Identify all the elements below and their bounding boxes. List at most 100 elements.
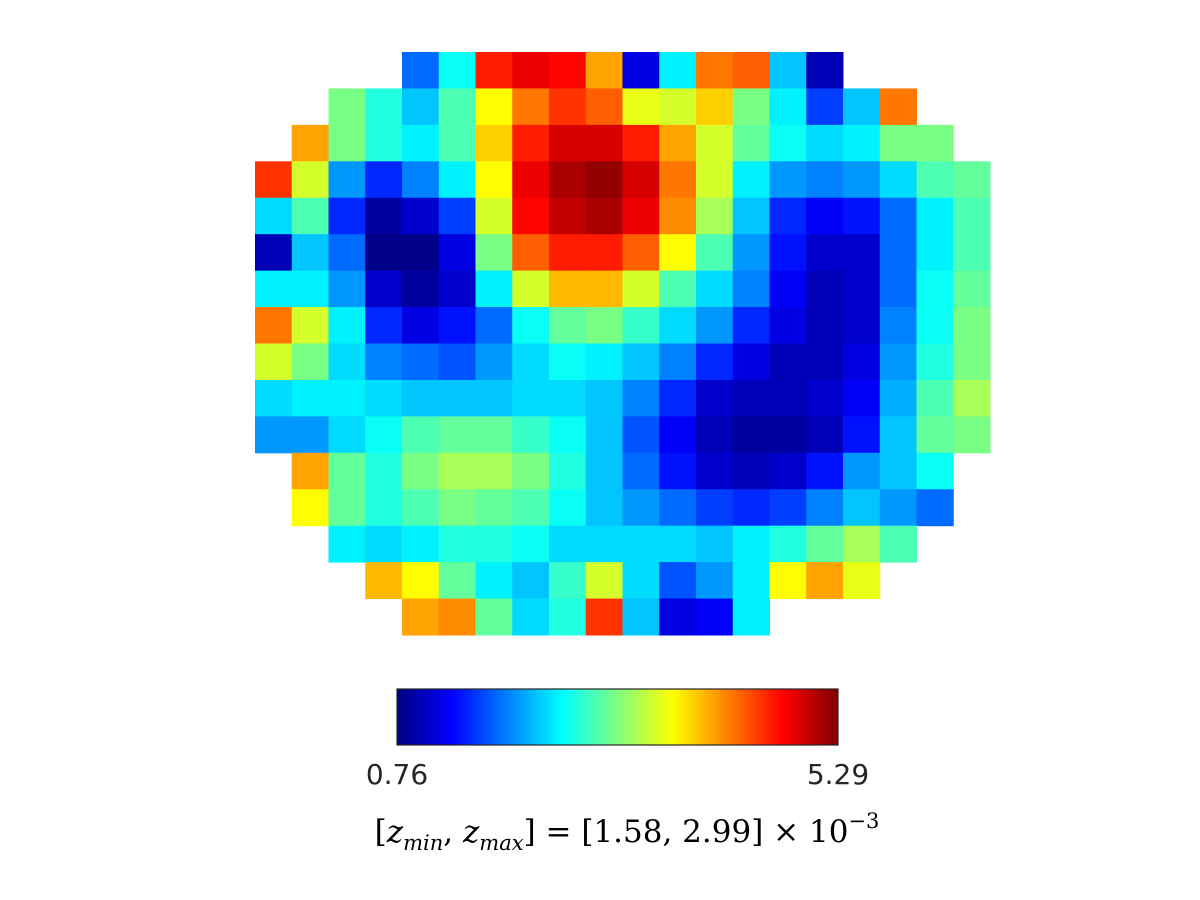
heatmap-cell (879, 525, 917, 563)
heatmap-cell (732, 416, 770, 454)
heatmap-cell (916, 234, 954, 272)
heatmap-cell (291, 343, 329, 381)
heatmap-cell (475, 234, 513, 272)
heatmap-cell (659, 562, 697, 600)
heatmap-cell (402, 88, 440, 126)
heatmap-cell (402, 161, 440, 199)
colorbar-min-label: 0.76 (366, 758, 428, 791)
heatmap-cell (696, 343, 734, 381)
heatmap-cell (696, 161, 734, 199)
heatmap-cell (916, 124, 954, 162)
heatmap-cell (953, 197, 991, 235)
heatmap-cell (291, 161, 329, 199)
heatmap-cell (696, 489, 734, 527)
heatmap-cell (732, 52, 770, 89)
heatmap-cell (549, 88, 587, 126)
heatmap-cell (549, 525, 587, 563)
heatmap-cell (769, 489, 807, 527)
heatmap-cell (732, 161, 770, 199)
heatmap-cell (732, 124, 770, 162)
heatmap-cell (953, 270, 991, 308)
heatmap-cell (291, 270, 329, 308)
heatmap-cell (769, 270, 807, 308)
heatmap-cell (659, 197, 697, 235)
heatmap-cell (879, 343, 917, 381)
heatmap-cell (879, 307, 917, 344)
heatmap-cell (585, 562, 623, 600)
heatmap-cell (769, 379, 807, 417)
heatmap-cell (255, 343, 293, 381)
heatmap-cell (585, 379, 623, 417)
heatmap-cell (291, 307, 329, 344)
heatmap-cell (732, 88, 770, 126)
heatmap-cell (438, 379, 476, 417)
heatmap-cell (843, 416, 881, 454)
heatmap-cell (438, 452, 476, 490)
heatmap-cell (843, 489, 881, 527)
heatmap-cell (879, 379, 917, 417)
heatmap-cell (512, 124, 550, 162)
heatmap-cell (291, 197, 329, 235)
heatmap-cell (585, 88, 623, 126)
heatmap-cell (438, 270, 476, 308)
caption-part: max (479, 831, 523, 855)
heatmap-cell (365, 234, 403, 272)
heatmap-cell (696, 52, 734, 89)
heatmap-cell (659, 88, 697, 126)
caption-part: z (386, 814, 404, 850)
heatmap-cell (585, 161, 623, 199)
heatmap-cell (255, 161, 293, 199)
heatmap-cell (512, 379, 550, 417)
heatmap-cell (512, 88, 550, 126)
heatmap-cell (475, 307, 513, 344)
heatmap-cell (402, 562, 440, 600)
heatmap-cell (659, 161, 697, 199)
heatmap-cell (585, 343, 623, 381)
caption-part: ] = [1.58, 2.99] × 10 (524, 814, 849, 850)
heatmap-cell (953, 343, 991, 381)
heatmap-cell (512, 416, 550, 454)
heatmap-cell (512, 161, 550, 199)
heatmap-cell (291, 379, 329, 417)
heatmap-cell (843, 343, 881, 381)
heatmap-cell (622, 489, 660, 527)
heatmap-cell (475, 416, 513, 454)
heatmap-cell (585, 416, 623, 454)
heatmap-cell (843, 124, 881, 162)
heatmap-cell (622, 452, 660, 490)
heatmap-cell (843, 88, 881, 126)
heatmap-cell (696, 124, 734, 162)
heatmap-cell (916, 489, 954, 527)
caption-part: , (443, 814, 463, 850)
heatmap-cell (475, 270, 513, 308)
heatmap-cell (438, 234, 476, 272)
heatmap-cell (255, 197, 293, 235)
heatmap-cell (916, 270, 954, 308)
heatmap-cell (769, 197, 807, 235)
heatmap-cell (732, 452, 770, 490)
heatmap-cell (328, 234, 366, 272)
heatmap-cell (365, 452, 403, 490)
heatmap-cell (659, 307, 697, 344)
heatmap-cell (585, 270, 623, 308)
heatmap-cell (328, 379, 366, 417)
heatmap-cell (365, 562, 403, 600)
heatmap-cell (585, 598, 623, 636)
heatmap-cell (659, 270, 697, 308)
heatmap-cell (696, 270, 734, 308)
heatmap-cell (696, 234, 734, 272)
heatmap-cell (512, 234, 550, 272)
heatmap-cell (438, 598, 476, 636)
heatmap-cell (549, 598, 587, 636)
heatmap-cell (291, 416, 329, 454)
heatmap-cell (622, 197, 660, 235)
heatmap-cell (769, 452, 807, 490)
heatmap-cell (402, 234, 440, 272)
heatmap-cell (622, 343, 660, 381)
heatmap-cell (843, 197, 881, 235)
heatmap-cell (365, 88, 403, 126)
heatmap-cell (806, 489, 844, 527)
heatmap-cell (732, 307, 770, 344)
heatmap-cell (585, 452, 623, 490)
